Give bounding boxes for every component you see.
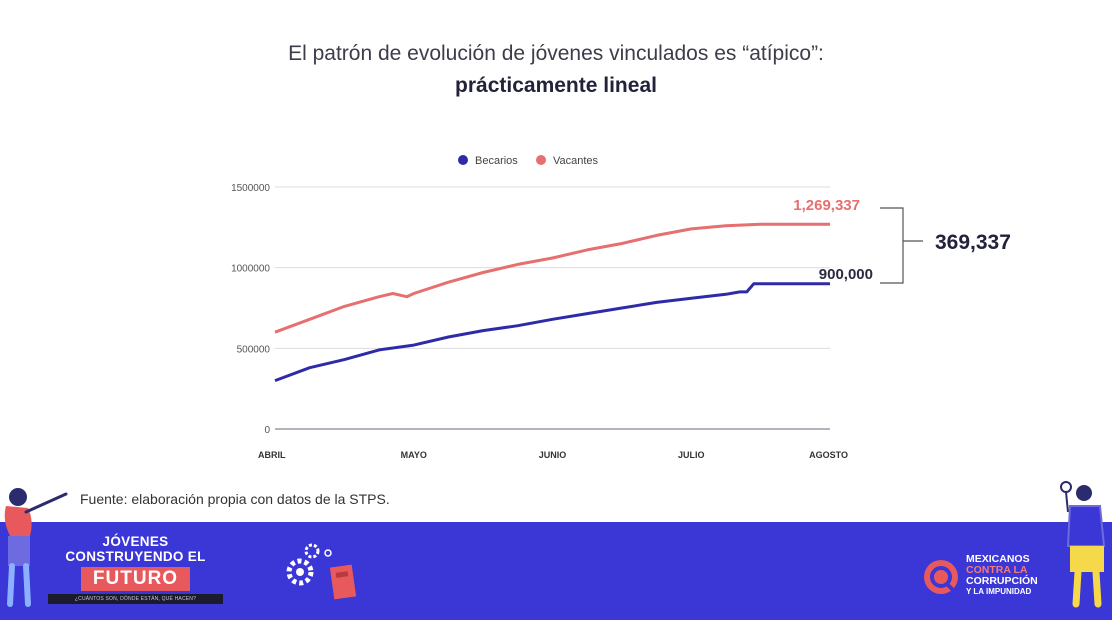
brand-line-1: JÓVENES bbox=[102, 534, 169, 549]
legend-dot-becarios bbox=[458, 155, 468, 165]
y-tick-label: 500000 bbox=[237, 344, 271, 355]
series-line-vacantes bbox=[274, 222, 830, 334]
x-tick-label: ABRIL bbox=[258, 450, 286, 460]
chart-title-line1: El patrón de evolución de jóvenes vincul… bbox=[288, 42, 824, 65]
line-chart: 0 500000 1000000 1500000 ABRIL MAYO JUNIO JULIO… bbox=[231, 155, 1011, 460]
series-line-becarios bbox=[274, 282, 830, 383]
series-lines bbox=[274, 222, 830, 383]
label-difference: 369,337 bbox=[935, 231, 1011, 254]
brand-jovenes-construyendo: JÓVENES CONSTRUYENDO EL FUTURO ¿CUÁNTOS … bbox=[48, 534, 223, 604]
y-tick-label: 1500000 bbox=[231, 183, 270, 194]
y-tick-label: 1000000 bbox=[231, 264, 270, 275]
source-note: Fuente: elaboración propia con datos de … bbox=[80, 491, 390, 507]
brand-mexicanos-contra-corrupcion: MEXICANOS CONTRA LA CORRUPCIÓN Y LA IMPU… bbox=[966, 553, 1061, 597]
legend: Becarios Vacantes bbox=[458, 155, 599, 167]
brand-right-line1: MEXICANOS bbox=[966, 553, 1030, 565]
chart-title-line2: prácticamente lineal bbox=[455, 74, 657, 97]
grid-lines bbox=[275, 186, 830, 430]
legend-dot-vacantes bbox=[536, 155, 546, 165]
brand-right-line3: CORRUPCIÓN bbox=[966, 575, 1038, 587]
legend-label-vacantes: Vacantes bbox=[553, 155, 599, 167]
difference-bracket bbox=[880, 207, 923, 284]
x-tick-label: MAYO bbox=[401, 450, 427, 460]
brand-future: FUTURO bbox=[80, 567, 191, 591]
brand-right-line2: CONTRA LA bbox=[966, 564, 1028, 576]
label-vacantes-end: 1,269,337 bbox=[793, 197, 860, 214]
x-tick-label: AGOSTO bbox=[809, 450, 848, 460]
brand-line-2: CONSTRUYENDO EL bbox=[65, 549, 206, 564]
x-tick-label: JULIO bbox=[678, 450, 705, 460]
axis-ticks: 0 500000 1000000 1500000 ABRIL MAYO JUNIO JULIO… bbox=[231, 183, 848, 460]
brand-right-line4: Y LA IMPUNIDAD bbox=[966, 587, 1032, 596]
x-tick-label: JUNIO bbox=[539, 450, 567, 460]
y-tick-label: 0 bbox=[264, 425, 270, 436]
legend-label-becarios: Becarios bbox=[475, 155, 518, 167]
brand-tagline: ¿CUÁNTOS SON, DÓNDE ESTÁN, QUÉ HACEN? bbox=[48, 594, 223, 604]
label-becarios-end: 900,000 bbox=[819, 266, 873, 283]
